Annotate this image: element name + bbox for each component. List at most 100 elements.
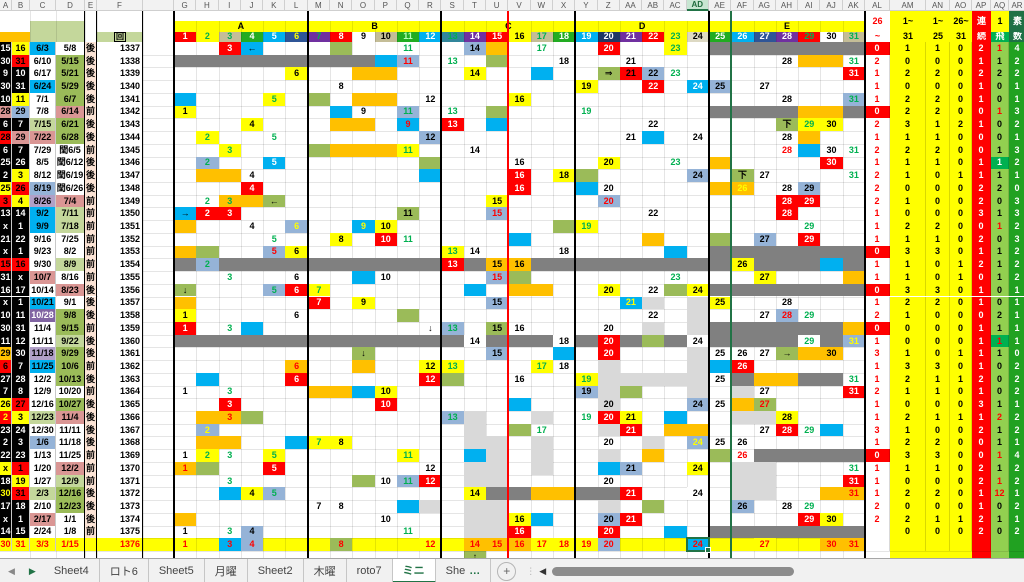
stat-1to31[interactable]: 0 (890, 500, 926, 513)
number-cell[interactable] (307, 143, 331, 157)
colA-number[interactable]: 9 (0, 67, 12, 81)
colF-draw-number[interactable]: 1373 (97, 500, 143, 513)
stat-sosu[interactable]: 3 (1009, 105, 1024, 119)
stat-1to25[interactable]: 2 (926, 436, 950, 450)
number-cell[interactable]: 4 (240, 118, 264, 132)
col-header-y[interactable]: Y (575, 0, 598, 11)
stat-26to31[interactable]: 0 (950, 423, 972, 437)
number-cell[interactable]: 8 (338, 81, 344, 92)
colB-number[interactable]: 7 (12, 143, 30, 157)
stat-1to31[interactable]: 0 (890, 54, 926, 68)
col-header-a[interactable]: A (0, 0, 12, 11)
colA-number[interactable]: 31 (0, 271, 12, 284)
stat-1to31[interactable]: 0 (890, 525, 926, 539)
colA-number[interactable]: 7 (0, 385, 12, 399)
stat-1to25[interactable]: 0 (926, 423, 950, 437)
colF-draw-number[interactable]: 1361 (97, 347, 143, 361)
number-cell[interactable]: 5 (263, 92, 286, 106)
stat-al[interactable]: 1 (865, 207, 890, 221)
stat-1to25[interactable]: 0 (926, 169, 950, 182)
number-cell[interactable]: 3 (218, 207, 241, 221)
colB-number[interactable]: 31 (12, 80, 30, 93)
stat-al[interactable]: 2 (865, 169, 890, 182)
col-header-h[interactable]: H (196, 0, 219, 11)
number-cell[interactable] (664, 423, 687, 437)
col-header-w[interactable]: W (530, 0, 553, 11)
stat-al[interactable]: 3 (865, 347, 890, 361)
number-cell[interactable]: 15 (486, 347, 509, 361)
number-cell[interactable]: 4 (240, 538, 264, 551)
stat-26to31[interactable]: 0 (950, 67, 972, 81)
number-cell[interactable]: 24 (686, 334, 709, 348)
horizontal-scrollbar[interactable]: ◀ (539, 559, 1024, 582)
stat-al[interactable]: 0 (865, 449, 890, 462)
stat-al[interactable]: 1 (865, 398, 890, 412)
colF-draw-number[interactable]: 1359 (97, 321, 143, 335)
tab-roto7[interactable]: roto7 (346, 559, 393, 582)
number-cell[interactable]: 20 (597, 525, 620, 539)
col-header-ah[interactable]: AH (775, 0, 799, 11)
number-cell[interactable]: → (174, 207, 197, 221)
colB-number[interactable]: 31 (12, 538, 30, 551)
col-header-an[interactable]: AN (926, 0, 950, 11)
col-header-l[interactable]: L (285, 0, 308, 11)
number-cell[interactable]: ← (263, 194, 286, 208)
colF-draw-number[interactable]: 1351 (97, 220, 143, 233)
colD-date[interactable]: 12/16 (56, 487, 85, 501)
stat-26to31[interactable]: 0 (950, 220, 972, 233)
number-cell[interactable]: 13 (441, 360, 464, 373)
number-cell[interactable]: 10 (374, 220, 397, 233)
col-header-c[interactable]: C (30, 0, 56, 11)
stat-al[interactable]: 2 (865, 512, 890, 526)
number-cell[interactable]: 16 (508, 169, 531, 182)
number-cell[interactable] (575, 169, 598, 182)
stat-sosu[interactable]: 2 (1009, 372, 1024, 386)
number-cell[interactable]: 11 (403, 526, 413, 537)
number-cell[interactable]: 21 (619, 487, 643, 501)
stat-tobi[interactable]: 1 (991, 156, 1009, 170)
stat-1to31[interactable]: 1 (890, 309, 926, 322)
col-header-ac[interactable]: AC (664, 0, 687, 11)
colC-date[interactable]: 6/17 (30, 67, 56, 81)
stat-26to31[interactable]: 0 (950, 143, 972, 157)
stat-1to25[interactable]: 0 (926, 194, 950, 208)
number-cell[interactable]: 16 (508, 512, 531, 526)
stat-1to31[interactable]: 0 (890, 80, 926, 93)
number-cell[interactable]: 31 (848, 462, 859, 473)
number-cell[interactable]: 4 (240, 487, 264, 501)
number-cell[interactable]: 24 (686, 436, 709, 450)
number-cell[interactable] (218, 487, 241, 501)
number-cell[interactable]: 24 (686, 80, 709, 93)
number-cell[interactable] (240, 321, 264, 335)
stat-al[interactable]: 0 (865, 321, 890, 335)
stat-renzoku[interactable] (972, 538, 991, 551)
number-cell[interactable]: 31 (842, 385, 865, 399)
stat-1to31[interactable]: 2 (890, 143, 926, 157)
number-cell[interactable]: 25 (708, 296, 732, 310)
col-header-ag[interactable]: AG (753, 0, 776, 11)
stat-renzoku[interactable]: 1 (972, 347, 991, 361)
colD-date[interactable]: 9/8 (56, 309, 85, 322)
number-cell[interactable]: 6 (285, 245, 308, 259)
colB-number[interactable]: 17 (12, 283, 30, 297)
number-cell[interactable] (196, 372, 219, 386)
col-header-v[interactable]: V (508, 0, 531, 11)
colA-number[interactable]: 6 (0, 143, 12, 157)
number-cell[interactable] (218, 436, 241, 450)
stat-tobi[interactable]: 1 (991, 321, 1009, 335)
stat-al[interactable] (865, 525, 890, 539)
number-cell[interactable]: 13 (447, 55, 458, 66)
stat-tobi[interactable]: 0 (991, 283, 1009, 297)
colA-number[interactable]: 30 (0, 80, 12, 93)
number-cell[interactable]: 3 (218, 143, 241, 157)
number-cell[interactable]: 2 (196, 131, 219, 144)
number-cell[interactable] (174, 245, 197, 259)
stat-renzoku[interactable]: 3 (972, 207, 991, 221)
colA-number[interactable]: 16 (0, 283, 12, 297)
number-cell[interactable]: 5 (271, 233, 277, 244)
number-cell[interactable] (842, 271, 865, 284)
colB-number[interactable]: 16 (12, 258, 30, 272)
number-cell[interactable]: 20 (597, 411, 620, 424)
number-cell[interactable] (753, 372, 776, 386)
number-cell[interactable]: 1 (174, 105, 197, 119)
